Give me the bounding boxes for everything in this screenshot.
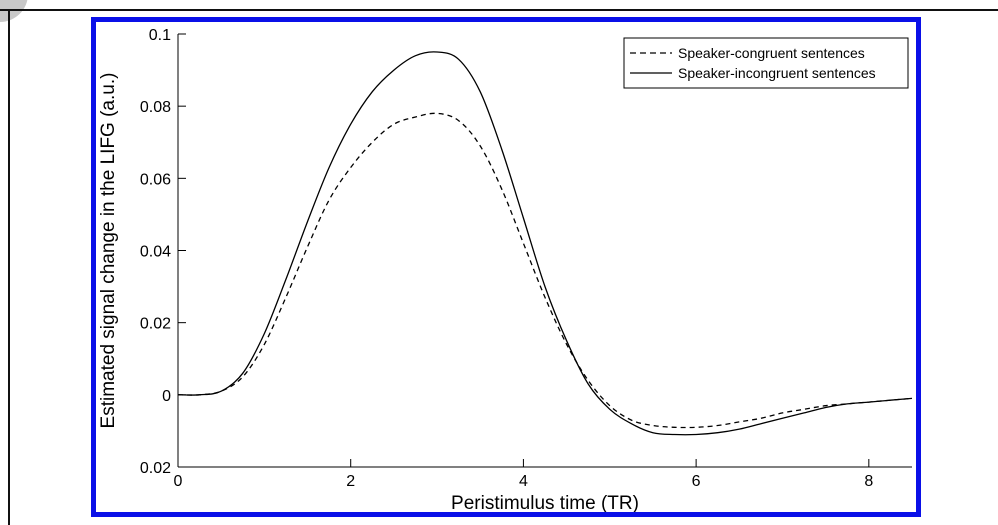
y-tick-label: 0.08 [140,99,171,116]
y-tick-label: 0.1 [149,27,171,44]
series-lines [177,51,913,436]
y-tick-label: 0.06 [140,171,171,188]
y-axis-label: Estimated signal change in the LIFG (a.u… [98,73,119,429]
figure-frame: 0.02 0 0.02 0.04 0.06 0.08 0.1 0 2 4 6 8 Speaker-co… [91,17,921,517]
x-tick-label: 2 [346,473,355,490]
y-tick-label: 0.04 [140,244,171,261]
x-axis-label: Peristimulus time (TR) [451,493,639,512]
x-tick-label: 6 [692,473,701,490]
corner-decoration [0,0,28,22]
x-tick-label: 4 [519,473,528,490]
y-tick-label: 0.02 [140,316,171,333]
y-tick-label: 0.02 [140,460,171,477]
legend-label: Speaker-incongruent sentences [678,65,876,81]
y-tick-label: 0 [162,388,171,405]
x-tick-label: 8 [864,473,873,490]
series-line-1 [177,112,913,429]
top-border-line [0,9,998,11]
legend: Speaker-congruent sentences Speaker-incon… [623,37,909,89]
series-line-2 [177,51,913,436]
legend-label: Speaker-congruent sentences [678,45,865,61]
legend-box [623,37,909,89]
x-tick-label: 0 [174,473,183,490]
left-border-line [8,9,10,525]
